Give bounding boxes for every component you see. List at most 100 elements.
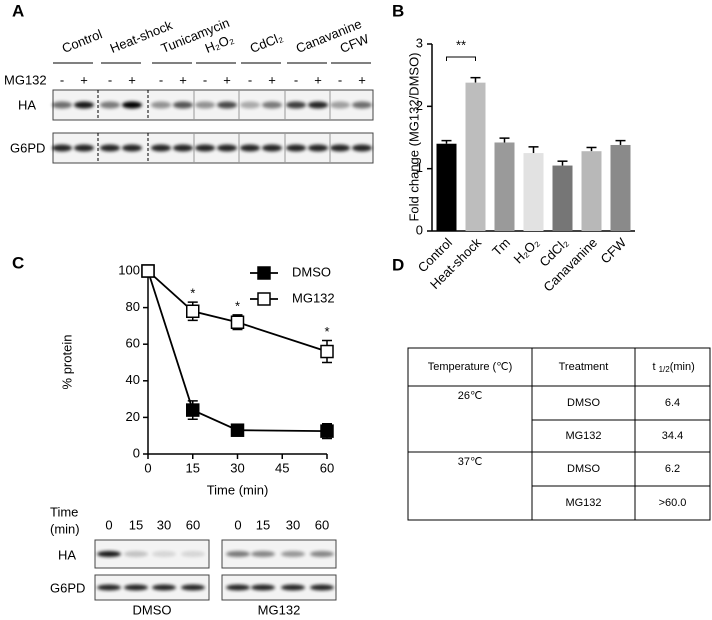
panel-label: D [392, 255, 404, 274]
band [97, 584, 121, 591]
sign: - [159, 72, 163, 87]
x-tick-label: 15 [186, 460, 200, 475]
x-tick-label: CFW [598, 234, 630, 266]
marker [186, 403, 200, 417]
panel-label: A [12, 1, 24, 20]
line [147, 270, 328, 353]
band [281, 551, 305, 557]
x-tick-label: 0 [144, 460, 151, 475]
lane-label: 15 [256, 517, 270, 532]
row-label: HA [58, 547, 76, 562]
sign: + [128, 72, 136, 87]
sign: + [223, 72, 231, 87]
row-label: G6PD [50, 580, 85, 595]
band [124, 584, 148, 591]
blot-c: Time (min) HA G6PD 0 15 30 60 DMSO 0 15 30 60 MG132 [50, 504, 337, 617]
band [251, 551, 275, 557]
lane-label: 30 [286, 517, 300, 532]
bar [523, 153, 544, 231]
bar [436, 143, 457, 231]
x-axis-label: Time (min) [207, 482, 269, 497]
significance-bracket [446, 56, 476, 61]
group-label: MG132 [258, 602, 301, 617]
band [52, 101, 72, 109]
band [310, 551, 334, 557]
bar [552, 165, 573, 231]
marker [320, 344, 334, 359]
significance-label: ** [456, 37, 466, 52]
band [226, 551, 250, 557]
header-text: (min) [670, 361, 695, 373]
table-cell: DMSO [567, 397, 600, 409]
table-cell: 6.2 [665, 463, 680, 475]
bar [581, 151, 602, 231]
sign: - [294, 72, 298, 87]
band [151, 144, 171, 152]
band [308, 101, 328, 109]
panel-label: B [392, 1, 404, 20]
marker [230, 423, 245, 437]
x-tick-label: Tm [489, 235, 513, 259]
x-tick-label: 30 [230, 460, 244, 475]
band [122, 144, 142, 152]
time-label: Time [50, 504, 78, 519]
sign: + [358, 72, 366, 87]
sign: + [314, 72, 322, 87]
y-tick-label: 100 [118, 262, 140, 277]
y-tick-label: 20 [126, 409, 140, 424]
sign: - [108, 72, 112, 87]
y-tick-label: 80 [126, 299, 140, 314]
table-cell: >60.0 [659, 497, 687, 509]
bar [494, 142, 515, 231]
marker [186, 304, 200, 319]
treatment-label: MG132 [4, 72, 47, 87]
condition-label: Control [60, 26, 105, 56]
band [195, 144, 215, 152]
bar [465, 82, 486, 231]
row-label: G6PD [10, 140, 45, 155]
band [217, 101, 237, 109]
header-text: t [653, 361, 656, 373]
lane-label: 0 [234, 517, 241, 532]
band [173, 101, 193, 109]
legend-marker [257, 266, 271, 280]
band [330, 101, 350, 109]
y-tick-label: 1 [416, 160, 423, 175]
blot-a: Control- +Heat-shock- +Tunicamycin- +H₂O₂- +… [4, 15, 374, 164]
marker [320, 424, 334, 438]
table-d: Temperature (℃) Treatment t 1/2(min) 26℃ DMSO… [407, 347, 711, 521]
y-tick-label: 3 [416, 35, 423, 50]
x-tick-label: 60 [320, 460, 334, 475]
panel-label: C [12, 253, 24, 272]
table-cell: MG132 [565, 430, 601, 442]
significance-label: * [235, 298, 240, 313]
band [152, 551, 176, 557]
band [195, 101, 215, 109]
lane-label: 60 [315, 517, 329, 532]
sign: - [203, 72, 207, 87]
band [181, 551, 205, 557]
band [226, 584, 250, 591]
band [152, 584, 176, 591]
time-label: (min) [50, 521, 80, 536]
y-tick-label: 2 [416, 98, 423, 113]
row-label: HA [18, 97, 36, 112]
sign: + [179, 72, 187, 87]
band [251, 584, 275, 591]
y-tick-label: 40 [126, 372, 140, 387]
sign: - [338, 72, 342, 87]
sign: + [80, 72, 88, 87]
legend-label: MG132 [292, 290, 335, 305]
band [262, 101, 282, 109]
band [240, 101, 260, 109]
band [173, 144, 193, 152]
header-cell: Temperature (℃) [428, 361, 513, 373]
band [281, 584, 305, 591]
sign: - [60, 72, 64, 87]
sign: + [268, 72, 276, 87]
sign: - [248, 72, 252, 87]
header-cell: Treatment [559, 361, 609, 373]
band [286, 101, 306, 109]
